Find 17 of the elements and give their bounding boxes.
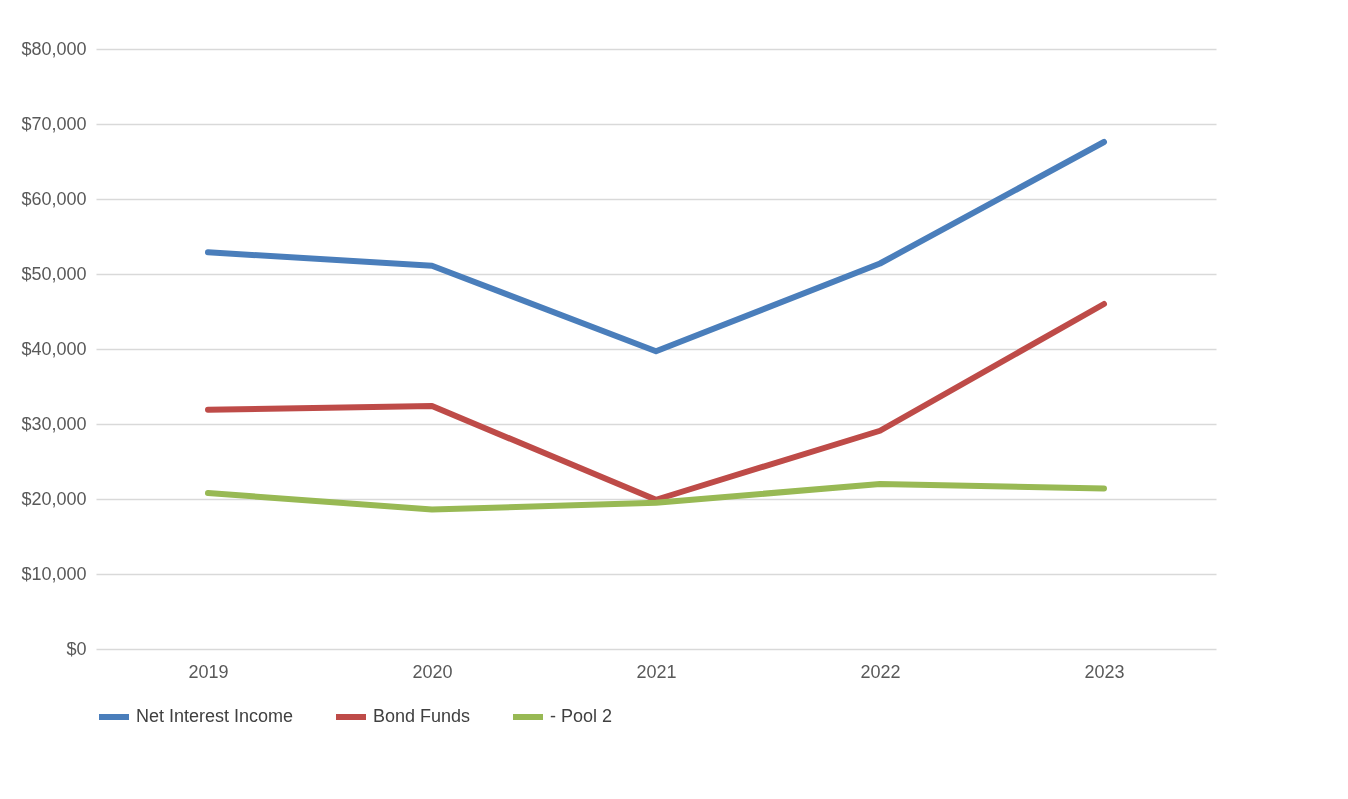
y-tick-label: $30,000 — [21, 413, 87, 434]
y-tick-label: $70,000 — [21, 113, 87, 134]
y-tick-label: $0 — [66, 638, 87, 659]
legend-label: Bond Funds — [373, 706, 471, 726]
y-tick-label: $80,000 — [21, 38, 87, 59]
x-tick-label: 2019 — [188, 661, 229, 682]
legend-label: - Pool 2 — [550, 706, 613, 726]
x-tick-label: 2020 — [412, 661, 453, 682]
y-tick-label: $60,000 — [21, 188, 87, 209]
legend-label: Net Interest Income — [136, 706, 294, 726]
x-tick-label: 2021 — [636, 661, 677, 682]
x-tick-label: 2022 — [860, 661, 901, 682]
y-tick-label: $10,000 — [21, 563, 87, 584]
x-tick-label: 2023 — [1084, 661, 1125, 682]
y-tick-label: $50,000 — [21, 263, 87, 284]
y-tick-label: $20,000 — [21, 488, 87, 509]
y-tick-label: $40,000 — [21, 338, 87, 359]
